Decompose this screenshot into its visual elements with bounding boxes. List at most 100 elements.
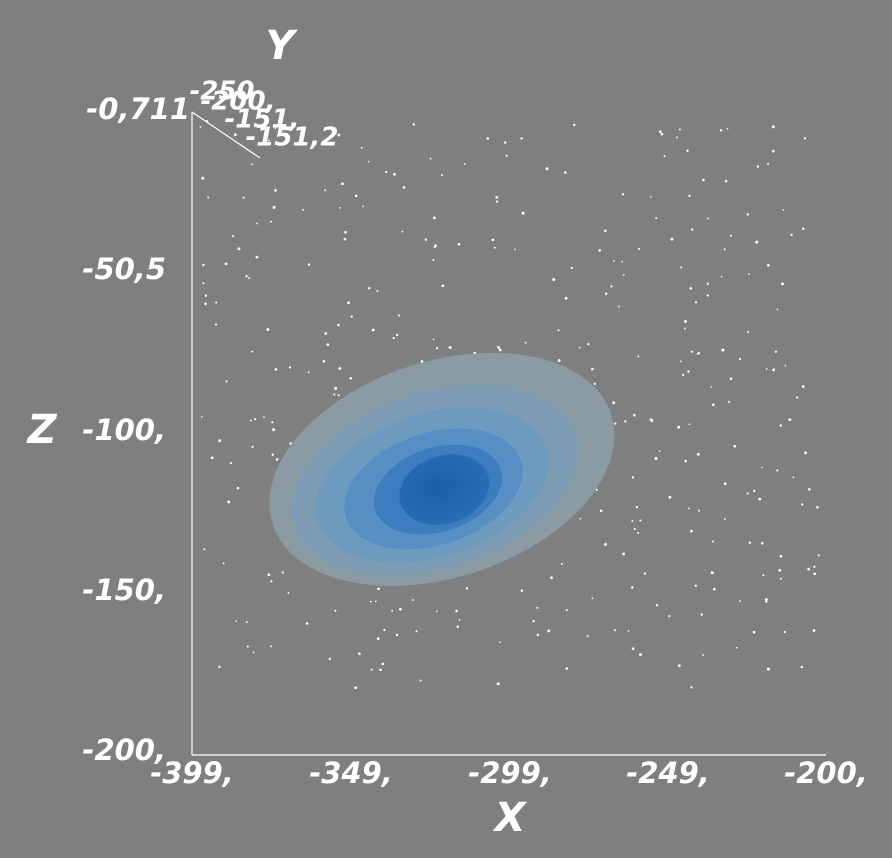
- point: [242, 196, 245, 199]
- y-tick-label: -200,: [201, 87, 276, 117]
- point: [622, 274, 625, 276]
- point: [397, 314, 401, 317]
- point: [367, 160, 370, 163]
- point: [229, 461, 233, 465]
- point: [199, 126, 202, 128]
- point: [210, 456, 214, 460]
- point: [337, 323, 340, 327]
- point: [635, 506, 638, 509]
- point: [360, 146, 363, 149]
- point: [270, 220, 272, 223]
- point: [772, 368, 775, 371]
- point: [371, 328, 375, 332]
- y-tick-label: -250: [189, 77, 254, 107]
- point: [565, 609, 568, 612]
- point: [812, 629, 816, 632]
- point: [622, 552, 626, 556]
- point: [784, 364, 787, 367]
- point: [728, 400, 731, 403]
- point: [349, 376, 353, 380]
- point: [392, 336, 395, 340]
- point: [764, 598, 768, 601]
- point: [696, 452, 700, 456]
- point: [256, 222, 258, 225]
- x-tick-label: -249,: [626, 756, 710, 790]
- point: [682, 373, 685, 377]
- point: [560, 562, 563, 565]
- point: [270, 580, 273, 583]
- point: [420, 360, 424, 363]
- point: [668, 495, 672, 499]
- point: [684, 459, 687, 463]
- point: [655, 217, 658, 220]
- point: [505, 154, 508, 157]
- point: [370, 600, 372, 603]
- y-tick-label: -151,: [225, 105, 300, 135]
- point: [401, 230, 404, 233]
- point: [271, 421, 274, 424]
- point: [272, 205, 276, 209]
- point: [245, 621, 248, 624]
- point: [738, 357, 742, 361]
- point: [638, 247, 641, 250]
- point: [486, 137, 490, 140]
- point: [677, 425, 681, 429]
- point: [753, 489, 756, 492]
- point: [752, 630, 756, 634]
- point: [765, 368, 768, 370]
- point: [713, 587, 716, 591]
- point: [735, 646, 738, 649]
- point: [419, 679, 422, 682]
- point: [800, 665, 804, 669]
- point: [690, 686, 693, 689]
- point: [748, 273, 750, 275]
- point: [729, 377, 733, 381]
- point: [654, 457, 658, 460]
- point: [275, 458, 279, 461]
- point: [613, 260, 615, 262]
- point: [790, 233, 793, 237]
- point: [631, 586, 634, 589]
- point: [813, 565, 816, 568]
- point: [496, 682, 500, 686]
- point: [395, 333, 399, 337]
- point: [621, 193, 625, 196]
- point: [688, 507, 690, 510]
- point: [218, 439, 222, 443]
- point: [694, 584, 697, 587]
- z-axis-title: Z: [25, 407, 57, 453]
- point: [680, 360, 682, 363]
- point: [631, 476, 635, 479]
- point: [436, 610, 438, 613]
- point: [604, 542, 607, 546]
- point: [524, 341, 527, 344]
- point: [255, 255, 259, 259]
- point: [755, 240, 759, 244]
- point: [392, 172, 396, 176]
- point: [334, 609, 337, 612]
- point: [710, 571, 714, 575]
- point: [237, 247, 241, 251]
- point: [707, 217, 710, 220]
- point: [762, 574, 765, 577]
- point: [756, 165, 760, 168]
- point: [689, 287, 693, 290]
- point: [573, 123, 576, 127]
- point: [201, 176, 205, 180]
- point: [706, 294, 709, 297]
- point: [808, 488, 811, 491]
- point: [663, 155, 666, 158]
- x-tick-label: -200,: [784, 756, 868, 790]
- point: [658, 450, 661, 452]
- point: [801, 227, 805, 231]
- point: [552, 278, 556, 281]
- point: [202, 282, 205, 285]
- z-tick-label: -100,: [82, 413, 166, 447]
- point: [591, 367, 594, 371]
- point: [557, 359, 561, 363]
- point: [613, 629, 617, 632]
- point: [593, 382, 596, 386]
- y-axis-title: Y: [266, 23, 299, 69]
- point: [225, 380, 228, 383]
